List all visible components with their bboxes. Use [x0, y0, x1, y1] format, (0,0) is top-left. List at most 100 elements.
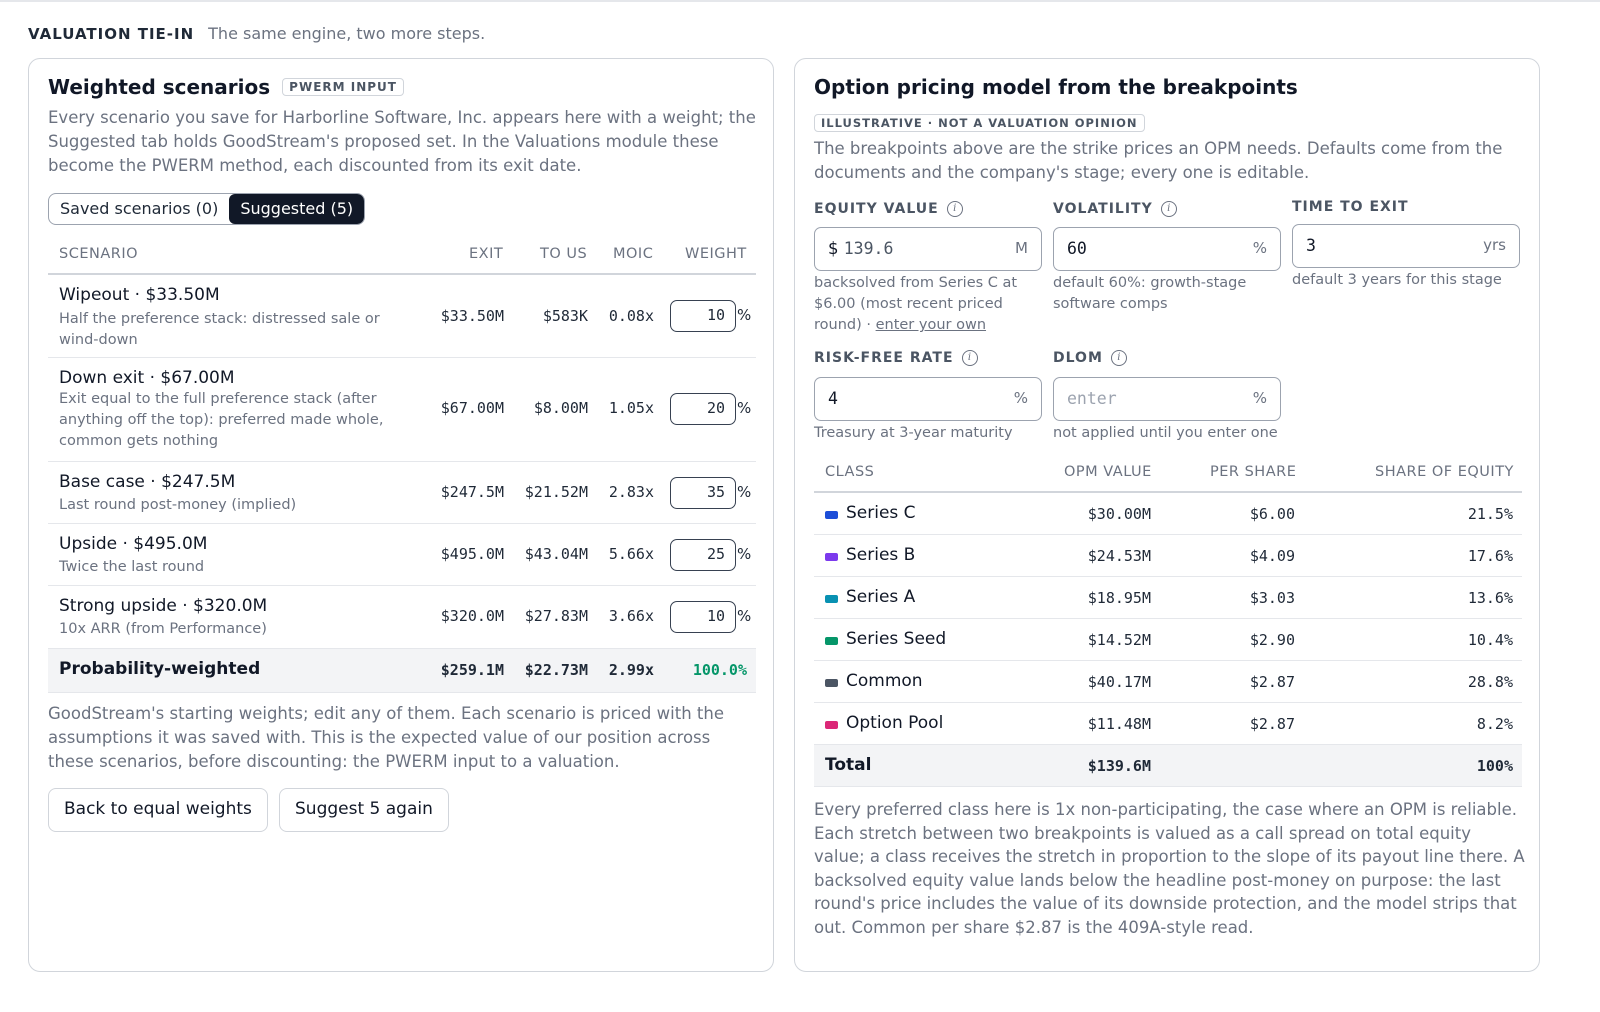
exit-value: $33.50M: [440, 307, 504, 325]
dlom-label: DLOM i: [1053, 350, 1127, 366]
table-row: Strong upside · $320.0M 10x ARR (from Pe…: [48, 586, 756, 649]
scenario-name: Strong upside · $320.0M: [59, 596, 268, 616]
col-class: CLASS: [825, 464, 875, 480]
dlom-input[interactable]: enter %: [1053, 377, 1281, 421]
scenario-tabs: Saved scenarios (0) Suggested (5): [48, 193, 366, 225]
table-row: Wipeout · $33.50M Half the preference st…: [48, 275, 756, 358]
equity-help-text: backsolved from Series C at $6.00 (most …: [814, 275, 1018, 333]
rfr-value: 4: [828, 389, 838, 408]
weight-input[interactable]: 10: [670, 300, 736, 332]
total-weight: 100.0%: [692, 661, 747, 679]
rfr-help: Treasury at 3-year maturity: [814, 425, 1013, 441]
share-of-equity: 21.5%: [1467, 505, 1513, 523]
to-us-value: $8.00M: [533, 399, 588, 417]
percent-sign: %: [737, 483, 752, 501]
risk-free-rate-label: RISK-FREE RATE i: [814, 350, 978, 366]
table-row: Series A $18.95M $3.03 13.6%: [814, 577, 1522, 619]
info-icon[interactable]: i: [1160, 201, 1177, 217]
panel-title: Option pricing model from the breakpoint…: [814, 75, 1298, 99]
equity-value-label: EQUITY VALUE i: [814, 201, 963, 217]
enter-your-own-link[interactable]: enter your own: [875, 317, 987, 333]
equal-weights-button[interactable]: Back to equal weights: [48, 788, 268, 832]
panel-intro: Every scenario you save for Harborline S…: [48, 108, 756, 175]
opm-value: $24.53M: [1087, 547, 1151, 565]
volatility-input[interactable]: 60 %: [1053, 227, 1281, 271]
class-name: Option Pool: [846, 713, 944, 733]
table-row: Upside · $495.0M Twice the last round $4…: [48, 524, 756, 586]
col-weight: WEIGHT: [685, 246, 747, 262]
weight-input[interactable]: 20: [670, 393, 736, 425]
share-of-equity: 10.4%: [1467, 631, 1513, 649]
panel-title: Weighted scenarios: [48, 75, 271, 99]
series-seed-swatch: [825, 637, 838, 645]
moic-value: 0.08x: [608, 307, 654, 325]
table-row: Series B $24.53M $4.09 17.6%: [814, 535, 1522, 577]
share-of-equity: 28.8%: [1467, 673, 1513, 691]
scenario-name: Base case · $247.5M: [59, 472, 236, 492]
weight-input[interactable]: 10: [670, 601, 736, 633]
volatility-label: VOLATILITY i: [1053, 201, 1177, 217]
volatility-value: 60: [1067, 239, 1087, 258]
series-b-swatch: [825, 553, 838, 561]
opm-value: $14.52M: [1087, 631, 1151, 649]
risk-free-rate-input[interactable]: 4 %: [814, 377, 1042, 421]
col-moic: MOIC: [613, 246, 654, 262]
moic-value: 5.66x: [608, 545, 654, 563]
tab-suggested[interactable]: Suggested (5): [229, 194, 365, 224]
share-of-equity: 8.2%: [1476, 715, 1513, 733]
class-name: Series C: [846, 503, 916, 523]
tab-saved-scenarios[interactable]: Saved scenarios (0): [60, 199, 219, 218]
moic-value: 2.83x: [608, 483, 654, 501]
to-us-value: $27.83M: [524, 607, 588, 625]
percent-sign: %: [737, 545, 752, 563]
opm-value: $11.48M: [1087, 715, 1151, 733]
info-icon[interactable]: i: [1110, 350, 1127, 366]
to-us-value: $583K: [542, 307, 588, 325]
per-share: $2.87: [1249, 673, 1295, 691]
scenario-name: Down exit · $67.00M: [59, 368, 235, 388]
table-row: Option Pool $11.48M $2.87 8.2%: [814, 703, 1522, 745]
class-total-row: Total $139.6M 100%: [814, 745, 1522, 787]
time-label-text: TIME TO EXIT: [1292, 199, 1409, 215]
scenario-name: Wipeout · $33.50M: [59, 285, 220, 305]
scenario-desc: 10x ARR (from Performance): [59, 621, 267, 637]
equity-value: 139.6: [843, 239, 894, 258]
exit-value: $247.5M: [440, 483, 504, 501]
table-row: Series C $30.00M $6.00 21.5%: [814, 493, 1522, 535]
volatility-label-text: VOLATILITY: [1053, 201, 1153, 217]
dollar-prefix: $: [828, 239, 839, 258]
dlom-placeholder: enter: [1067, 389, 1117, 408]
equity-value-input[interactable]: $ 139.6 M: [814, 227, 1042, 271]
moic-value: 3.66x: [608, 607, 654, 625]
equity-value-label-text: EQUITY VALUE: [814, 201, 939, 217]
class-table-header: CLASS OPM VALUE PER SHARE SHARE OF EQUIT…: [814, 455, 1522, 493]
to-us-value: $43.04M: [524, 545, 588, 563]
unit-label: %: [1252, 389, 1267, 407]
class-name: Common: [846, 671, 923, 691]
weight-input[interactable]: 35: [670, 477, 736, 509]
info-icon[interactable]: i: [946, 201, 963, 217]
weighted-scenarios-panel: Weighted scenarios PWERM INPUT Every sce…: [28, 58, 774, 972]
col-share-of-equity: SHARE OF EQUITY: [1375, 464, 1514, 480]
table-row: Down exit · $67.00M Exit equal to the fu…: [48, 358, 756, 462]
col-exit: EXIT: [469, 246, 504, 262]
opm-value: $30.00M: [1087, 505, 1151, 523]
weights-footnote: GoodStream's starting weights; edit any …: [48, 704, 724, 771]
suggest-again-button[interactable]: Suggest 5 again: [279, 788, 449, 832]
weight-input[interactable]: 25: [670, 539, 736, 571]
class-name: Series B: [846, 545, 916, 565]
time-to-exit-input[interactable]: 3 yrs: [1292, 224, 1520, 268]
option-pool-swatch: [825, 721, 838, 729]
illustrative-badge: ILLUSTRATIVE · NOT A VALUATION OPINION: [814, 114, 1145, 132]
to-us-value: $21.52M: [524, 483, 588, 501]
info-icon[interactable]: i: [961, 350, 978, 366]
per-share: $2.90: [1249, 631, 1295, 649]
equity-help: backsolved from Series C at $6.00 (most …: [814, 273, 1044, 336]
panel-intro: The breakpoints above are the strike pri…: [814, 139, 1503, 182]
time-to-exit-label: TIME TO EXIT: [1292, 199, 1409, 215]
section-header: VALUATION TIE-IN The same engine, two mo…: [28, 24, 485, 43]
opm-value: $18.95M: [1087, 589, 1151, 607]
col-opm-value: OPM VALUE: [1064, 464, 1152, 480]
per-share: $3.03: [1249, 589, 1295, 607]
percent-sign: %: [737, 607, 752, 625]
